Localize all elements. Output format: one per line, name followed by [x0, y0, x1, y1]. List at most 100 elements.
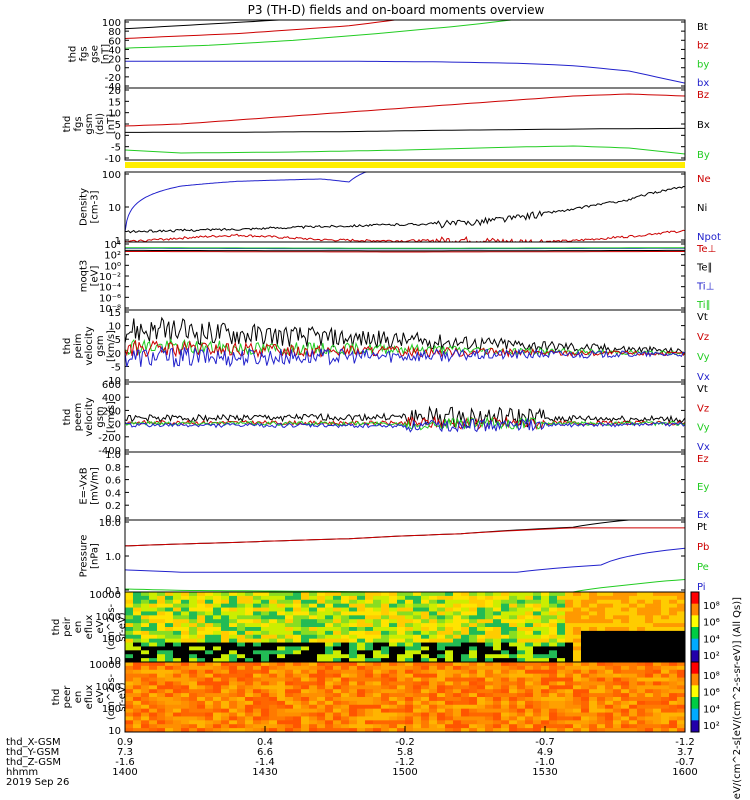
heatmap-cell	[269, 595, 278, 601]
heatmap-cell	[493, 724, 502, 729]
heatmap-cell	[293, 634, 302, 640]
heatmap-cell	[421, 712, 430, 717]
colorbar-segment	[691, 708, 699, 721]
heatmap-cell	[357, 599, 366, 605]
heatmap-cell	[621, 697, 630, 702]
heatmap-cell	[205, 638, 214, 644]
colorbar-tick-label: 10⁸	[703, 601, 720, 612]
heatmap-cell	[229, 720, 238, 725]
heatmap-cell	[597, 689, 606, 694]
y-tick-label: 15	[108, 97, 121, 108]
heatmap-cell	[677, 662, 686, 667]
heatmap-cell	[589, 611, 598, 616]
heatmap-cell	[389, 685, 398, 690]
heatmap-cell	[229, 673, 238, 679]
heatmap-cell	[469, 685, 478, 690]
heatmap-cell	[445, 595, 454, 601]
heatmap-cell	[661, 700, 670, 706]
heatmap-cell	[533, 662, 542, 667]
heatmap-cell	[309, 658, 318, 663]
heatmap-cell	[301, 638, 310, 644]
heatmap-cell	[469, 716, 478, 721]
heatmap-cell	[285, 638, 294, 644]
heatmap-cell	[309, 708, 318, 714]
heatmap-cell	[389, 673, 398, 679]
heatmap-cell	[221, 630, 230, 636]
heatmap-cell	[205, 634, 214, 640]
heatmap-cell	[389, 619, 398, 624]
colorbar-segment	[691, 662, 699, 675]
heatmap-cell	[221, 592, 230, 597]
heatmap-cell	[325, 658, 334, 663]
x-tick-label: 4.9	[537, 747, 553, 758]
heatmap-cell	[325, 607, 334, 612]
heatmap-cell	[173, 724, 182, 729]
x-tick-label: 1530	[532, 767, 557, 778]
heatmap-cell	[221, 728, 230, 733]
x-row-label: thd_Z-GSM	[6, 757, 61, 768]
heatmap-cell	[557, 599, 566, 605]
heatmap-cell	[581, 627, 590, 632]
heatmap-cell	[301, 704, 310, 710]
heatmap-cell	[157, 662, 166, 667]
heatmap-cell	[669, 662, 678, 667]
heatmap-cell	[637, 615, 646, 620]
heatmap-cell	[533, 650, 542, 655]
heatmap-cell	[669, 677, 678, 682]
heatmap-cell	[205, 658, 214, 663]
heatmap-cell	[429, 595, 438, 601]
heatmap-cell	[653, 677, 662, 682]
heatmap-cell	[165, 619, 174, 624]
heatmap-cell	[269, 704, 278, 710]
heatmap-cell	[181, 646, 190, 651]
panel-p6: thd peem velocity gsm [km/s]6004002000-200-4…	[62, 380, 710, 457]
heatmap-cell	[341, 662, 350, 667]
heatmap-cell	[301, 673, 310, 679]
heatmap-cell	[341, 619, 350, 624]
heatmap-cell	[445, 662, 454, 667]
heatmap-cell	[301, 627, 310, 632]
heatmap-cell	[317, 638, 326, 644]
heatmap-cell	[381, 685, 390, 690]
heatmap-cell	[621, 627, 630, 632]
heatmap-cell	[365, 697, 374, 702]
heatmap-cell	[405, 595, 414, 601]
heatmap-cell	[245, 685, 254, 690]
heatmap-cell	[381, 592, 390, 597]
heatmap-cell	[677, 689, 686, 694]
heatmap-cell	[421, 650, 430, 655]
y-tick-label: 100	[102, 704, 121, 715]
heatmap-cell	[213, 724, 222, 729]
heatmap-cell	[525, 685, 534, 690]
heatmap-cell	[469, 697, 478, 702]
heatmap-cell	[437, 720, 446, 725]
heatmap-cell	[189, 693, 198, 698]
heatmap-cell	[421, 607, 430, 612]
heatmap-cell	[253, 607, 262, 612]
legend-label: bz	[697, 41, 709, 52]
heatmap-cell	[597, 693, 606, 698]
heatmap-cell	[437, 708, 446, 714]
heatmap-cell	[293, 685, 302, 690]
heatmap-cell	[629, 724, 638, 729]
heatmap-cell	[605, 712, 614, 717]
heatmap-cell	[349, 673, 358, 679]
heatmap-cell	[637, 716, 646, 721]
heatmap-cell	[309, 630, 318, 636]
x-tick-label: -1.4	[255, 757, 275, 768]
heatmap-cell	[301, 689, 310, 694]
heatmap-cell	[261, 592, 270, 597]
heatmap-cell	[597, 700, 606, 706]
heatmap-cell	[589, 662, 598, 667]
heatmap-cell	[549, 607, 558, 612]
heatmap-cell	[613, 716, 622, 721]
heatmap-cell	[325, 627, 334, 632]
heatmap-cell	[437, 665, 446, 671]
heatmap-cell	[333, 704, 342, 710]
heatmap-cell	[613, 712, 622, 717]
heatmap-cell	[405, 646, 414, 651]
heatmap-cell	[645, 654, 654, 659]
heatmap-cell	[261, 697, 270, 702]
heatmap-cell	[525, 654, 534, 659]
